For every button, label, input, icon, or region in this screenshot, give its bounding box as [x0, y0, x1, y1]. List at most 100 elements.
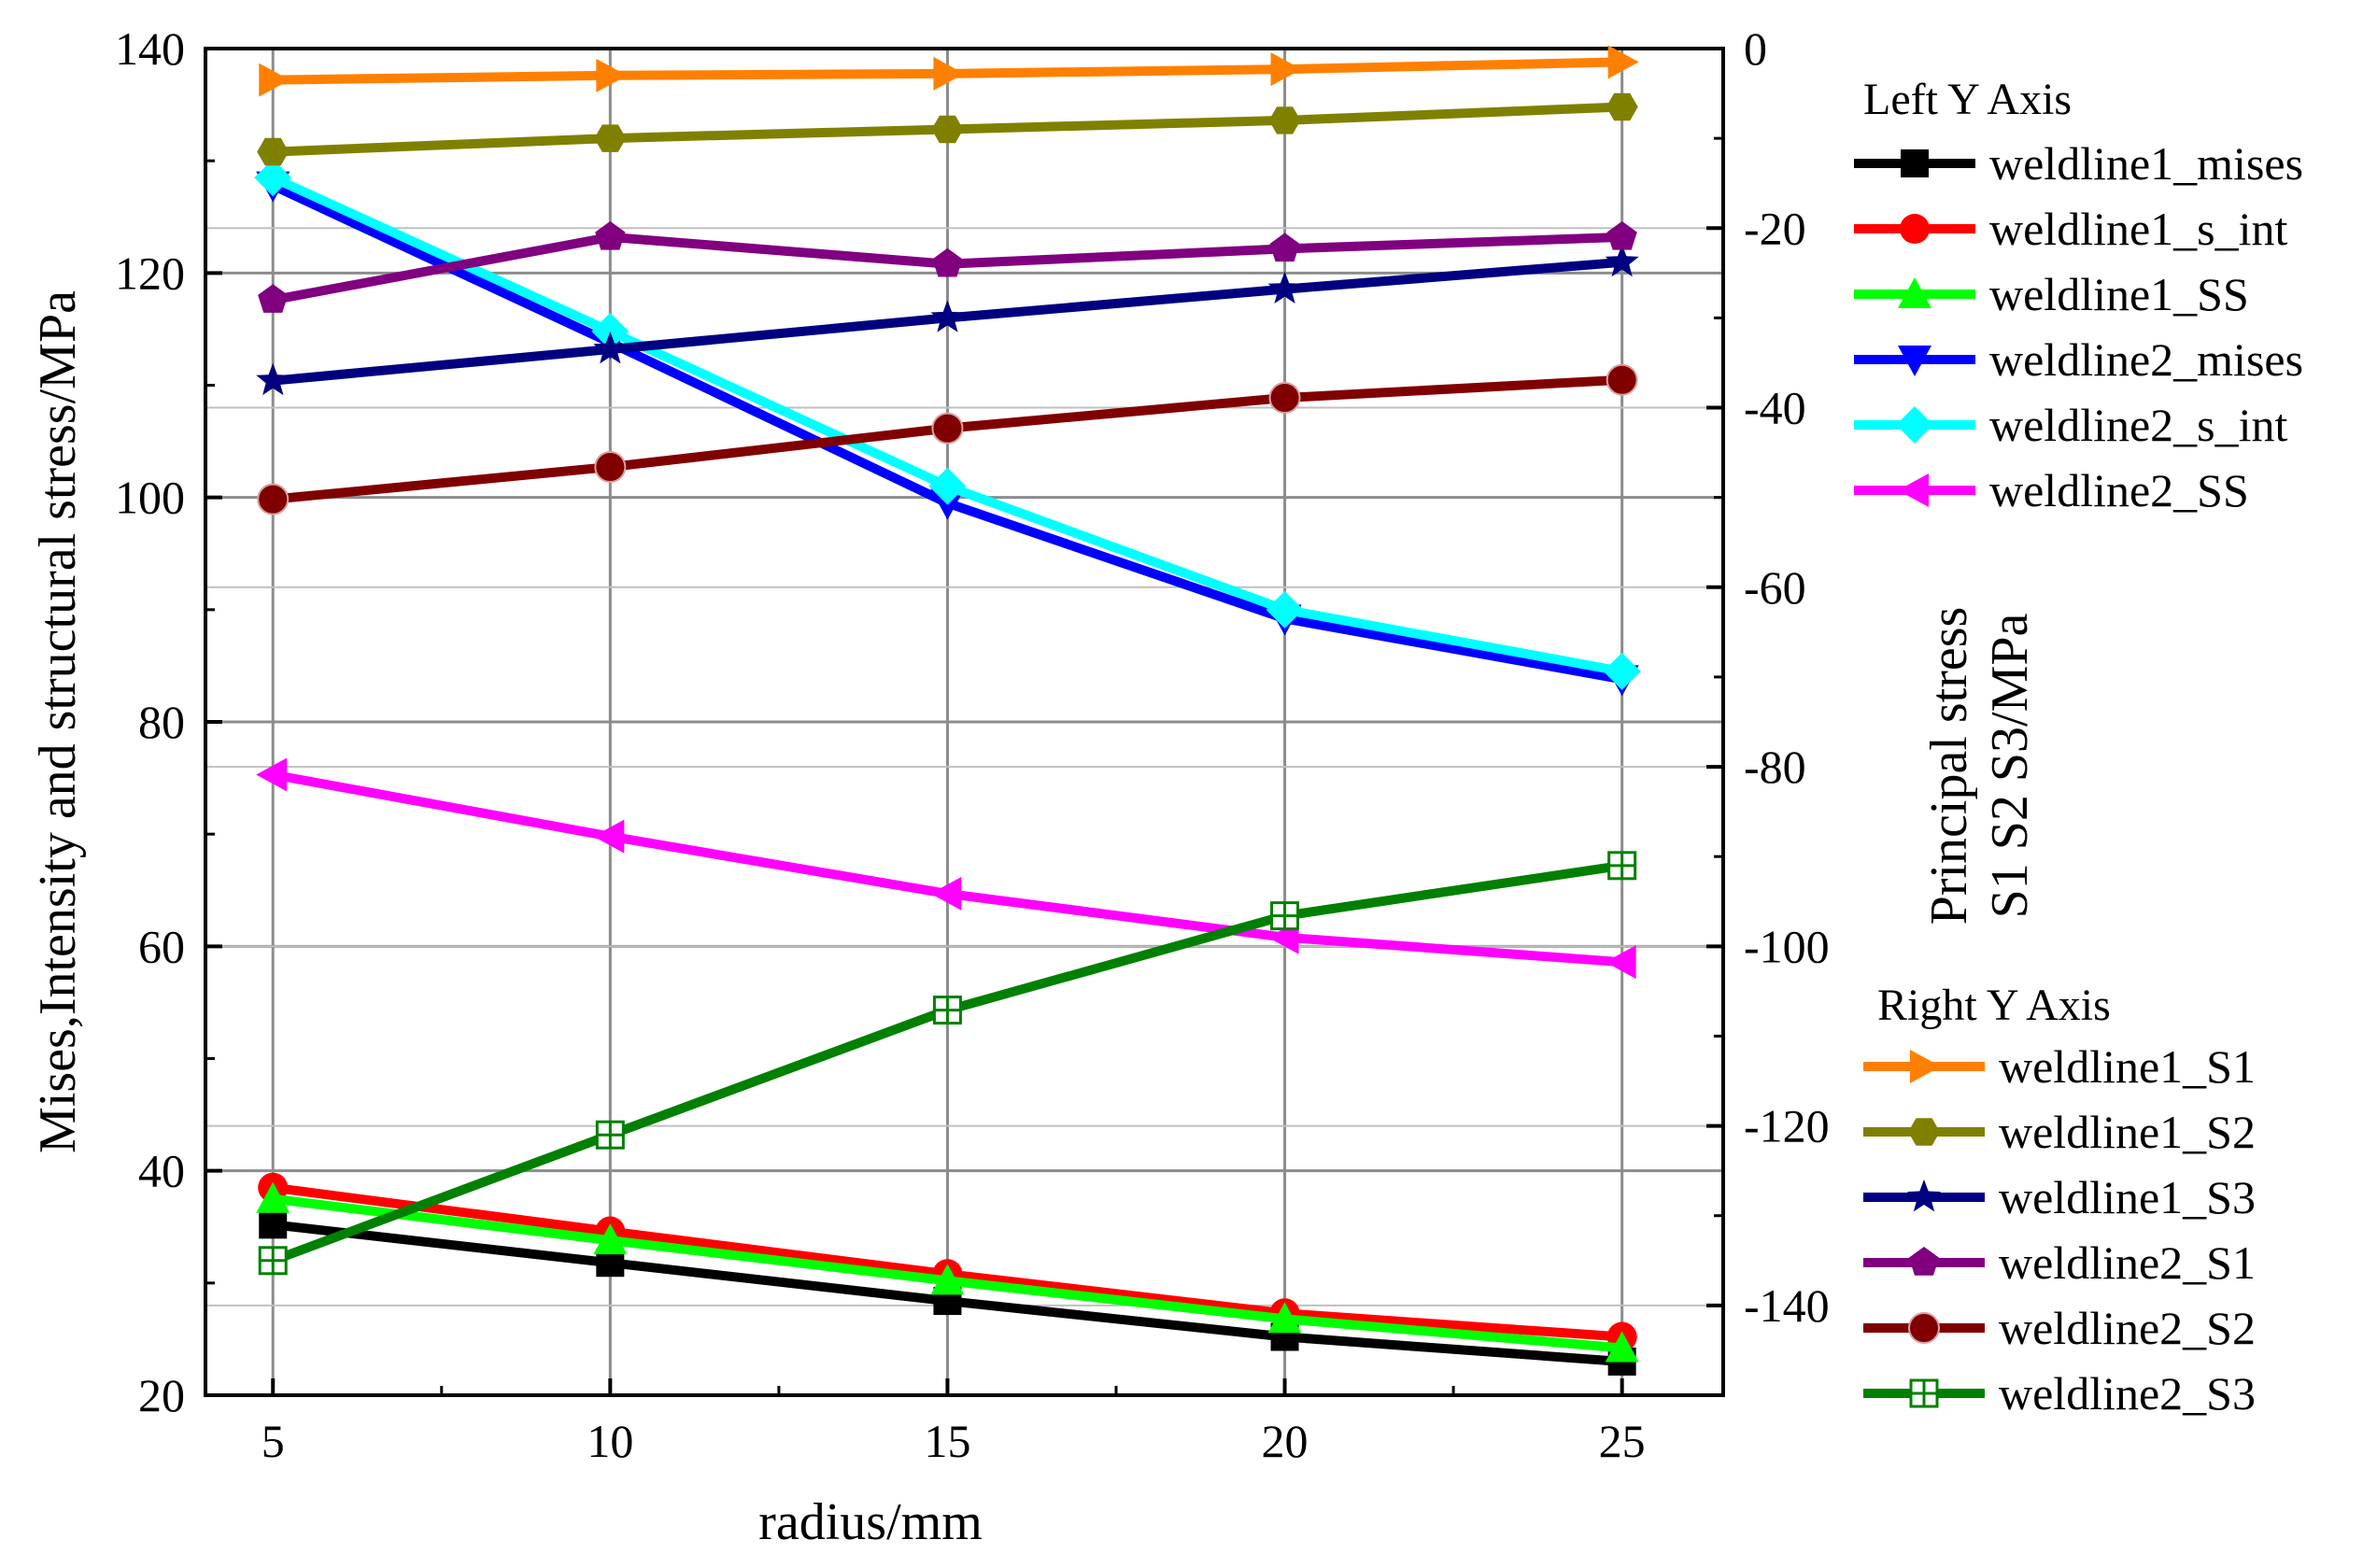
data-point-weldline2_S3	[1270, 901, 1300, 931]
legend-marker-weldline2_mises	[1898, 346, 1931, 376]
legend-label: weldline1_mises	[1989, 137, 2303, 190]
data-point-weldline1_S1	[259, 63, 290, 97]
data-point-weldline2_S3	[595, 1120, 625, 1150]
right-y-tick-label: -20	[1744, 202, 1806, 254]
left-y-tick-label: 60	[138, 920, 185, 972]
data-point-weldline2_S1	[1269, 233, 1300, 262]
data-point-weldline2_S1	[1606, 220, 1637, 250]
legend-marker-weldline1_S3	[1906, 1180, 1942, 1212]
series-weldline1_SS	[256, 1181, 1639, 1363]
data-point-weldline2_S2	[1606, 363, 1638, 396]
series-weldline1_S1	[259, 45, 1639, 97]
legend-entry-weldline2_mises: weldline2_mises	[1854, 333, 2303, 386]
data-point-weldline1_SS	[930, 1264, 965, 1295]
x-tick-label: 10	[587, 1415, 633, 1467]
data-point-weldline2_S2	[1268, 381, 1301, 414]
right-y-tick-label: -80	[1744, 741, 1806, 793]
series-weldline2_S1	[258, 220, 1637, 313]
data-point-weldline2_S1	[258, 284, 289, 313]
x-tick-label: 15	[924, 1415, 970, 1467]
legend-entry-weldline1_mises: weldline1_mises	[1854, 137, 2303, 190]
right-y-tick-label: -60	[1744, 561, 1806, 614]
data-point-weldline1_SS	[256, 1181, 290, 1213]
legend-marker-weldline2_SS	[1898, 473, 1929, 507]
legend-label: weldline2_S2	[1999, 1302, 2256, 1354]
data-point-weldline1_S3	[930, 300, 965, 332]
left-y-tick-label: 100	[115, 472, 185, 524]
legend-entry-weldline2_S3: weldline2_S3	[1863, 1367, 2256, 1420]
legend-entry-weldline1_s_int: weldline1_s_int	[1854, 203, 2288, 255]
legend-label: weldline2_S1	[1999, 1236, 2256, 1289]
legend-marker-weldline1_s_int	[1900, 214, 1930, 244]
data-point-weldline2_SS	[1605, 945, 1636, 980]
data-point-weldline1_S1	[933, 56, 965, 91]
data-point-weldline1_S2	[1268, 106, 1301, 134]
data-point-weldline1_SS	[1267, 1302, 1302, 1334]
data-point-weldline2_s_int	[928, 467, 967, 505]
data-point-weldline2_SS	[256, 757, 288, 792]
series-weldline1_S3	[256, 244, 1639, 396]
x-axis-title: radius/mm	[758, 1493, 983, 1551]
data-point-weldline1_S3	[256, 362, 290, 396]
legend-entry-weldline2_S1: weldline2_S1	[1863, 1236, 2256, 1289]
legend-label: weldline2_SS	[1989, 464, 2249, 516]
legend-marker-weldline2_S2	[1908, 1312, 1940, 1344]
data-point-weldline1_S2	[1606, 92, 1638, 121]
data-point-weldline2_s_int	[591, 312, 630, 350]
legend-label: weldline1_S3	[1999, 1171, 2256, 1223]
x-tick-label: 20	[1262, 1415, 1309, 1467]
legend-label: weldline2_mises	[1989, 333, 2303, 386]
legend-marker-weldline1_mises	[1901, 149, 1929, 177]
series-weldline2_S3	[258, 851, 1637, 1276]
right-y-tick-label: 0	[1744, 22, 1767, 75]
data-point-weldline2_SS	[930, 876, 962, 911]
right-y-tick-label: -120	[1744, 1100, 1830, 1152]
data-point-weldline2_S2	[594, 450, 627, 483]
data-point-weldline2_S3	[258, 1246, 288, 1276]
legend-label: weldline1_s_int	[1989, 203, 2288, 255]
series-weldline1_S2	[257, 92, 1638, 166]
series-weldline2_S2	[257, 363, 1638, 516]
right-y-tick-label: -140	[1744, 1279, 1830, 1332]
legend-entry-weldline1_S3: weldline1_S3	[1863, 1171, 2256, 1223]
right-y-axis-title-line1: Principal stress	[1920, 607, 1978, 925]
legend-left-title: Left Y Axis	[1863, 75, 2072, 124]
legend-label: weldline2_s_int	[1989, 399, 2288, 451]
x-tick-label: 5	[262, 1415, 285, 1467]
data-point-weldline2_S2	[257, 483, 290, 516]
data-point-weldline1_SS	[593, 1223, 628, 1255]
legend-marker-weldline2_S3	[1909, 1378, 1939, 1408]
legend-marker-weldline1_S1	[1910, 1050, 1941, 1083]
data-point-weldline1_S2	[931, 115, 964, 144]
data-point-weldline2_s_int	[1266, 590, 1304, 629]
left-y-axis-title: Mises,Intensity and structural stress/MP…	[29, 290, 87, 1153]
data-point-weldline1_S3	[1605, 244, 1639, 277]
left-y-tick-label: 120	[115, 247, 185, 299]
data-point-weldline2_S3	[1607, 851, 1637, 881]
data-point-weldline1_S3	[593, 332, 628, 364]
data-point-weldline1_S2	[257, 137, 290, 166]
data-point-weldline2_S2	[931, 412, 964, 445]
axis-ticks: 5 10 15 20 25 20 40 60 80 100 120 140 0 -20 -40 -60 -80 -…	[115, 22, 1830, 1467]
legend-marker-weldline2_s_int	[1896, 406, 1933, 444]
legend-marker-weldline1_SS	[1898, 277, 1931, 308]
legend-entry-weldline1_S1: weldline1_S1	[1863, 1040, 2256, 1093]
right-y-tick-label: -40	[1744, 382, 1806, 434]
data-point-weldline2_S3	[932, 996, 962, 1025]
legend-marker-weldline1_S2	[1908, 1118, 1940, 1146]
data-point-weldline1_mises	[259, 1210, 288, 1239]
legend-entry-weldline2_SS: weldline2_SS	[1854, 464, 2249, 516]
data-point-weldline1_S1	[596, 58, 628, 92]
legend-label: weldline1_S2	[1999, 1106, 2256, 1158]
data-point-weldline2_S1	[595, 220, 626, 250]
legend-label: weldline1_SS	[1989, 268, 2249, 320]
legend-entry-weldline1_S2: weldline1_S2	[1863, 1106, 2256, 1158]
left-y-tick-label: 20	[138, 1369, 185, 1421]
legend-entry-weldline2_s_int: weldline2_s_int	[1854, 399, 2288, 451]
legend-label: weldline1_S1	[1999, 1040, 2256, 1093]
data-point-weldline2_s_int	[254, 159, 292, 197]
data-point-weldline1_S3	[1267, 271, 1302, 304]
data-point-weldline1_S1	[1607, 45, 1639, 79]
data-point-weldline2_SS	[593, 819, 625, 854]
